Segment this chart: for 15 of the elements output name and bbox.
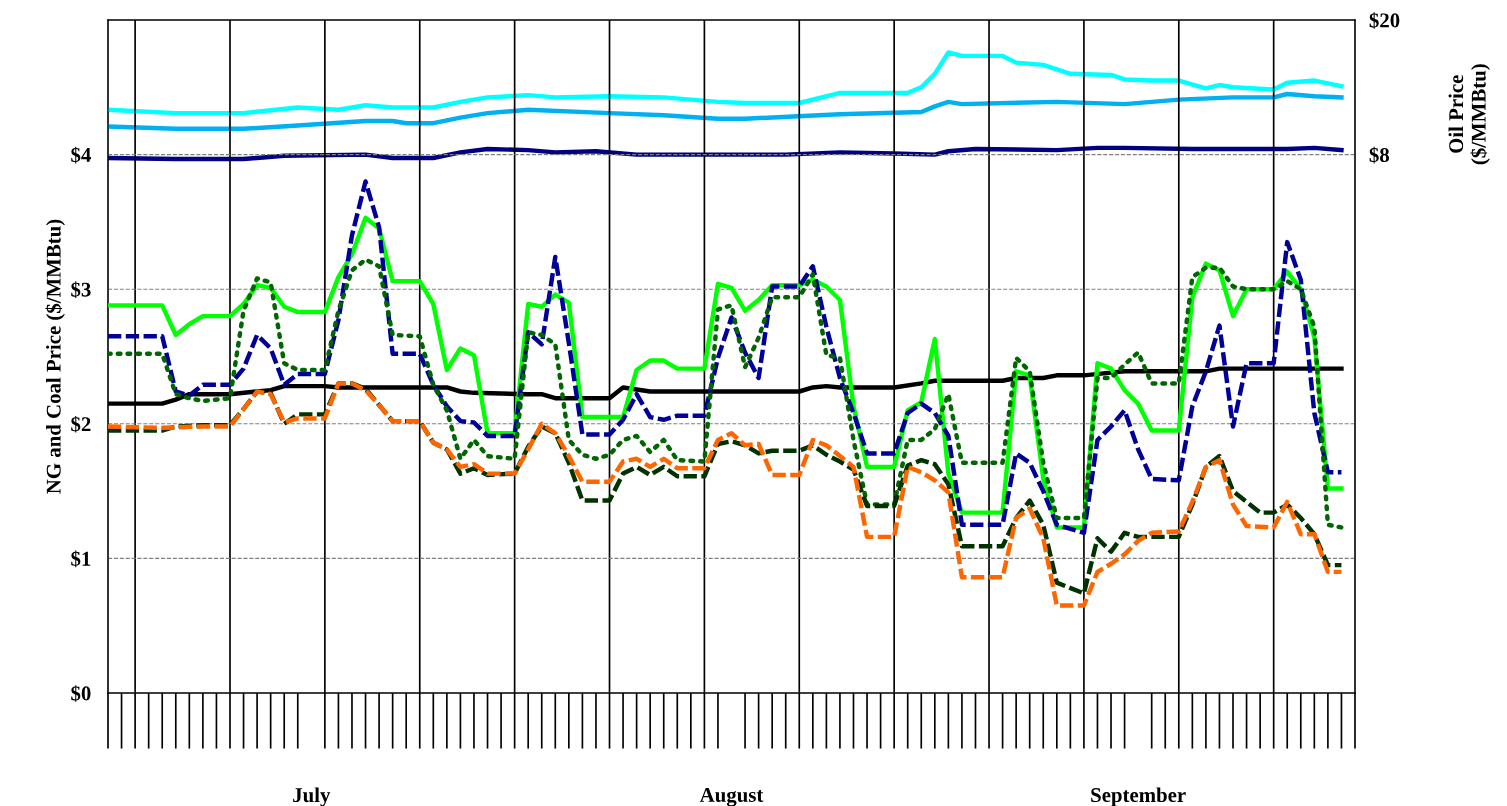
y-tick-label: $4 [71, 146, 91, 164]
x-tick-label: September [1091, 787, 1186, 806]
x-tick-label: August [699, 787, 764, 806]
y2-tick-label: $8 [1369, 146, 1390, 164]
y-tick-label: $1 [71, 550, 91, 568]
y-tick-label: $0 [71, 685, 91, 702]
y-tick-label: $3 [71, 281, 91, 299]
line-series [108, 145, 1344, 162]
y-axis-title: NG and Coal Price ($/MMBtu) [45, 219, 65, 494]
line-series [108, 91, 1344, 132]
y2-axis-title: Oil Price ($/MMBtu) [1448, 64, 1490, 165]
y-tick-label: $2 [71, 415, 91, 433]
line-series [108, 50, 1344, 116]
y2-tick-label: $20 [1369, 12, 1400, 29]
x-tick-label: July [293, 787, 331, 806]
